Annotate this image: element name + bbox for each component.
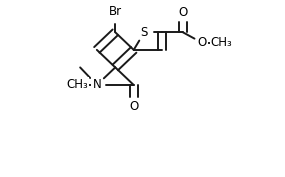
Text: Br: Br: [109, 5, 122, 18]
Text: O: O: [198, 36, 207, 49]
Text: CH₃: CH₃: [67, 78, 88, 92]
Text: O: O: [129, 99, 138, 113]
Text: CH₃: CH₃: [211, 36, 232, 49]
Text: O: O: [178, 7, 188, 19]
Text: N: N: [92, 78, 101, 92]
Text: S: S: [141, 26, 148, 39]
